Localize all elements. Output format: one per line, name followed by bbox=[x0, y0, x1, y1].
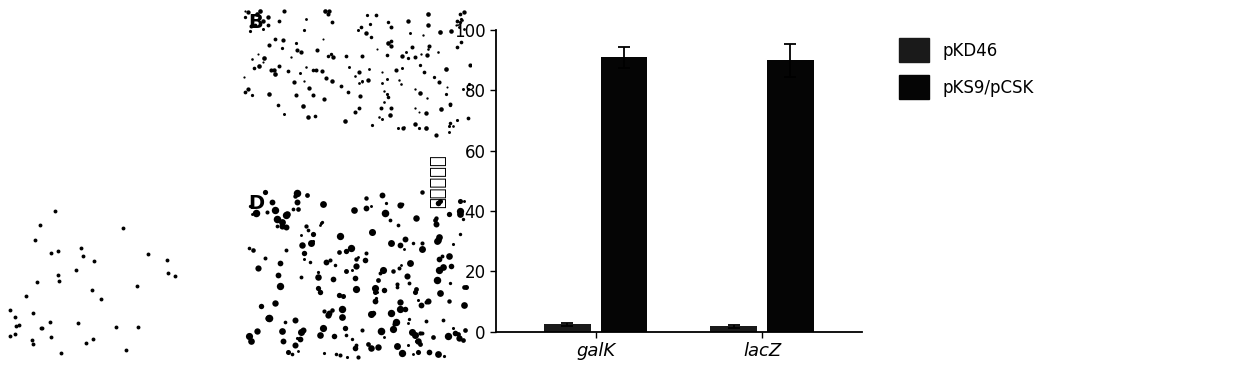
Bar bbox=[768, 60, 813, 332]
Text: C: C bbox=[15, 194, 30, 213]
Text: D: D bbox=[249, 194, 265, 213]
Text: A: A bbox=[15, 18, 31, 37]
Text: B: B bbox=[249, 13, 263, 32]
Bar bbox=[711, 326, 758, 332]
Bar bbox=[600, 57, 647, 332]
Ellipse shape bbox=[0, 184, 181, 366]
Polygon shape bbox=[166, 155, 236, 181]
Y-axis label: 点突变效率: 点突变效率 bbox=[429, 154, 446, 208]
Polygon shape bbox=[242, 8, 471, 126]
Legend: pKD46, pKS9/pCSK: pKD46, pKS9/pCSK bbox=[899, 38, 1034, 99]
Bar bbox=[544, 324, 590, 332]
